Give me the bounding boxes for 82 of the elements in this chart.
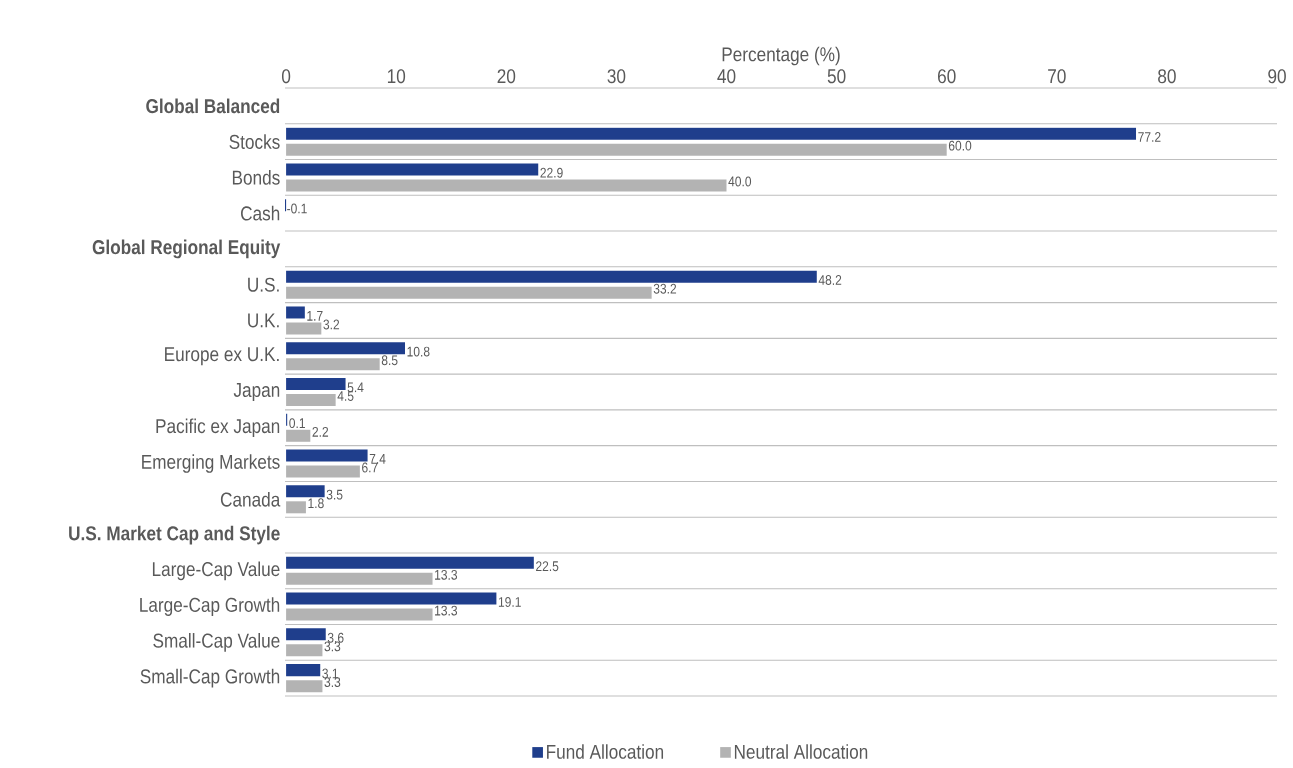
y-tick-label: Cash bbox=[241, 205, 280, 221]
y-tick-label: U.S. Market Cap and Style bbox=[69, 525, 280, 545]
y-tick-label: Global Regional Equity bbox=[92, 239, 281, 259]
x-tick-label: 10 bbox=[387, 69, 406, 84]
data-label: 2.2 bbox=[312, 426, 329, 437]
data-label: 3.1 bbox=[322, 668, 338, 679]
data-label: 1.8 bbox=[308, 498, 324, 509]
x-tick-label: 50 bbox=[827, 69, 846, 84]
y-tick-label: Emerging Markets bbox=[142, 454, 280, 473]
x-tick-label: 60 bbox=[938, 69, 956, 84]
data-label: 48.2 bbox=[818, 275, 842, 286]
x-tick-label: 70 bbox=[1048, 69, 1066, 84]
y-tick-label: Canada bbox=[220, 491, 281, 507]
x-axis-title: Percentage (%) bbox=[722, 46, 840, 66]
bar bbox=[286, 127, 1137, 140]
data-label: 3.5 bbox=[326, 489, 343, 500]
bar bbox=[286, 465, 360, 478]
bar bbox=[286, 358, 380, 371]
bar bbox=[286, 342, 406, 355]
bar bbox=[286, 485, 325, 498]
y-tick-label: Pacific ex Japan bbox=[156, 418, 280, 438]
bar bbox=[286, 179, 727, 192]
data-label: 5.4 bbox=[347, 382, 364, 393]
bar bbox=[286, 628, 326, 641]
x-tick-label: 40 bbox=[717, 69, 736, 84]
x-tick-label: 90 bbox=[1268, 69, 1286, 84]
y-tick-label: Large-Cap Growth bbox=[140, 597, 280, 616]
bar bbox=[286, 394, 336, 407]
y-tick-label: Large-Cap Value bbox=[152, 561, 280, 581]
bar bbox=[286, 429, 311, 442]
data-label: 3.2 bbox=[323, 319, 340, 330]
data-label: 8.5 bbox=[381, 355, 398, 366]
y-tick-label: U.K. bbox=[248, 313, 279, 328]
data-label: 33.2 bbox=[653, 283, 677, 294]
data-label: 4.5 bbox=[337, 391, 354, 401]
y-tick-label: U.S. bbox=[248, 277, 279, 292]
legend-label: Neutral Allocation bbox=[734, 744, 868, 759]
data-label: 0.1 bbox=[289, 418, 305, 429]
y-tick-label: Small-Cap Value bbox=[153, 633, 280, 652]
x-tick-label: 20 bbox=[497, 69, 516, 84]
bar bbox=[286, 680, 323, 693]
bar bbox=[286, 270, 817, 283]
data-label: 3.3 bbox=[324, 677, 341, 688]
data-label: 60.0 bbox=[948, 140, 972, 151]
y-tick-label: Stocks bbox=[229, 134, 280, 149]
data-label: 6.7 bbox=[362, 462, 378, 473]
bar bbox=[286, 644, 323, 657]
data-label: 19.1 bbox=[498, 596, 521, 607]
bar bbox=[286, 143, 947, 156]
bar bbox=[286, 449, 368, 462]
data-label: 13.3 bbox=[435, 569, 458, 580]
x-tick-label: 30 bbox=[607, 69, 626, 84]
bar bbox=[286, 306, 305, 319]
bar bbox=[286, 664, 321, 677]
data-label: 3.3 bbox=[324, 641, 341, 652]
data-label: 7.4 bbox=[369, 454, 386, 464]
y-tick-label: Global Balanced bbox=[146, 98, 280, 114]
bar bbox=[286, 163, 539, 176]
bar bbox=[286, 608, 433, 621]
bar bbox=[286, 286, 652, 299]
bar bbox=[286, 378, 346, 391]
data-label: 40.0 bbox=[728, 176, 752, 187]
x-tick-label: 80 bbox=[1158, 69, 1176, 84]
y-tick-label: Europe ex U.K. bbox=[165, 347, 279, 366]
y-tick-label: Small-Cap Growth bbox=[140, 668, 280, 688]
y-tick-label: Bonds bbox=[232, 170, 280, 185]
data-label: 22.5 bbox=[536, 561, 559, 572]
legend-label: Fund Allocation bbox=[547, 744, 664, 759]
data-label: 13.3 bbox=[435, 605, 458, 616]
bar bbox=[286, 572, 433, 585]
data-label: -0.1 bbox=[287, 203, 307, 214]
data-label: 10.8 bbox=[407, 346, 430, 357]
data-label: 77.2 bbox=[1138, 132, 1161, 142]
bar bbox=[286, 501, 306, 514]
bar bbox=[286, 592, 497, 605]
data-label: 22.9 bbox=[540, 167, 563, 178]
x-tick-label: 0 bbox=[281, 69, 291, 84]
bar bbox=[286, 556, 534, 569]
bar bbox=[286, 322, 322, 335]
data-label: 1.7 bbox=[307, 311, 323, 321]
y-tick-label: Japan bbox=[233, 383, 280, 401]
data-label: 3.6 bbox=[327, 632, 344, 643]
